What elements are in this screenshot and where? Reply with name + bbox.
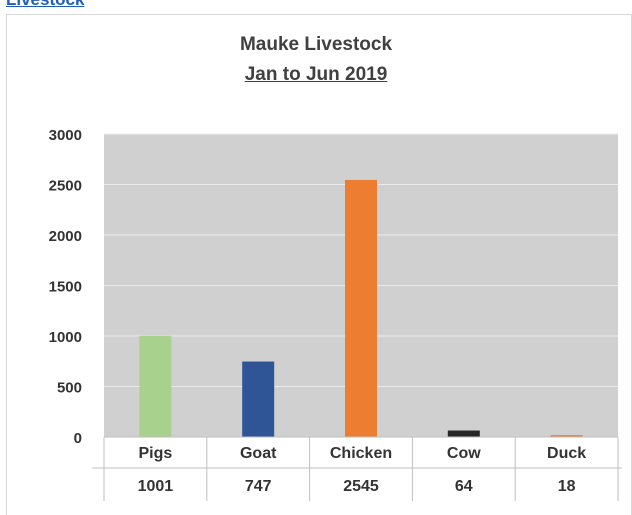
bar-goat <box>242 361 275 437</box>
y-tick-label: 0 <box>74 430 82 447</box>
chart-subtitle-text: Jan to Jun 2019 <box>244 64 388 85</box>
y-tick-label: 3000 <box>49 127 82 144</box>
x-category-label: Chicken <box>330 445 392 462</box>
bar-cow <box>447 430 480 437</box>
y-tick-label: 2500 <box>49 178 82 195</box>
data-table: Pigs 1001 Goat 747 Chicken 2545 Cow 64 Duck 18 <box>92 436 622 501</box>
bar-pigs <box>139 335 172 437</box>
x-category-label: Goat <box>240 445 277 462</box>
table-value-label: 747 <box>245 478 272 495</box>
x-category-label: Pigs <box>139 445 173 462</box>
y-tick-label: 1500 <box>49 279 82 296</box>
table-value-label: 2545 <box>343 478 379 495</box>
table-value-label: 1001 <box>138 478 174 495</box>
y-tick-label: 1000 <box>49 329 82 346</box>
table-value-label: 18 <box>558 478 576 495</box>
y-axis: 0 500 1000 1500 2000 2500 3000 <box>49 127 82 447</box>
livestock-link[interactable]: Livestock <box>6 0 84 9</box>
bars <box>139 179 583 437</box>
bar-chicken <box>345 179 377 437</box>
bar-duck <box>550 435 583 437</box>
chart-subtitle: Jan to Jun 2019 <box>0 64 632 86</box>
y-tick-label: 2000 <box>49 228 82 245</box>
chart-title: Mauke Livestock <box>239 34 393 55</box>
y-tick-label: 500 <box>57 380 82 397</box>
x-category-label: Cow <box>447 445 481 462</box>
x-category-label: Duck <box>547 445 586 462</box>
table-value-label: 64 <box>455 478 473 495</box>
